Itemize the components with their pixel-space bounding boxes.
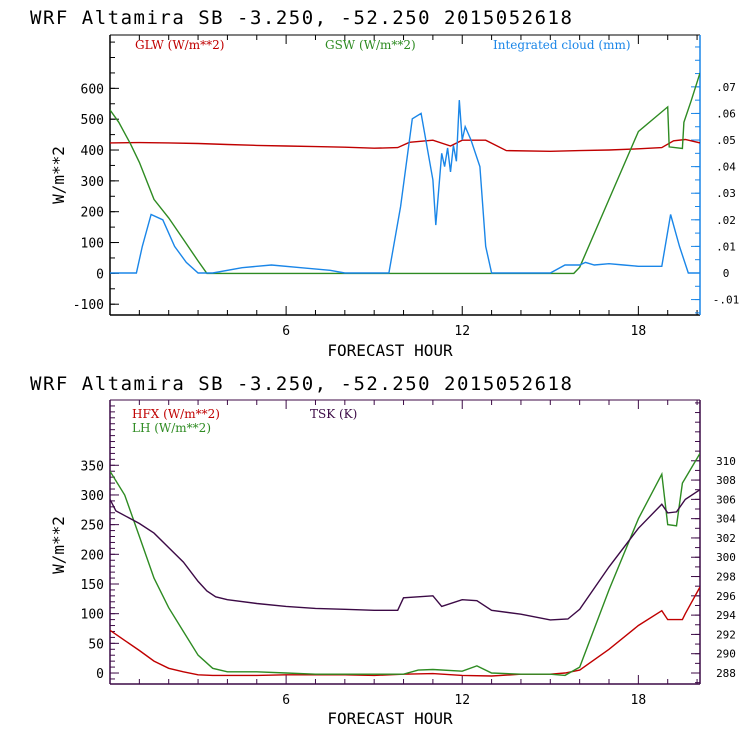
x-axis-label: FORECAST HOUR [327,341,453,360]
y2-tick-label: 294 [716,609,736,622]
panel-fluxes: WRF Altamira SB -3.250, -52.250 20150526… [30,373,736,728]
y2-tick-label: 304 [716,513,736,526]
series-line-hfx [110,586,700,677]
y2-tick-label: .02 [716,214,736,227]
y-tick-label: 0 [96,267,104,282]
y-tick-label: 300 [81,489,104,504]
series-line-glw [110,138,700,153]
y-tick-label: 500 [81,113,104,128]
y2-tick-label: 310 [716,455,736,468]
legend-tsk: TSK (K) [310,407,357,421]
legend-hfx: HFX (W/m**2) [132,407,220,421]
plot-area: 6 12 18 0 50 100 150 200 250 300 350 288 290 292 294 29… [81,399,736,708]
y2-tick-label: 0 [723,267,730,280]
panel-radiation: WRF Altamira SB -3.250, -52.250 20150526… [30,7,739,360]
x-axis-label: FORECAST HOUR [327,709,453,728]
y-tick-label: 600 [81,82,104,97]
y-tick-label: 200 [81,206,104,221]
y2-tick-label: 298 [716,571,736,584]
x-tick-label: 18 [631,693,647,708]
y-axis-label: W/m**2 [49,516,68,574]
legend-glw: GLW (W/m**2) [135,38,224,52]
y-tick-label: 100 [81,608,104,623]
y2-tick-label: .04 [716,161,736,174]
y2-tick-label: 308 [716,474,736,487]
y-tick-label: 100 [81,237,104,252]
y2-tick-label: .01 [716,240,736,253]
chart-title: WRF Altamira SB -3.250, -52.250 20150526… [30,373,573,395]
y-tick-label: 350 [81,459,104,474]
y2-tick-label: 288 [716,667,736,680]
y2-tick-label: 292 [716,628,736,641]
x-tick-label: 6 [282,693,290,708]
series-line-gsw [110,72,700,275]
y-tick-label: 150 [81,578,104,593]
y-tick-label: 0 [96,667,104,682]
y2-tick-label: 290 [716,648,736,661]
plot-area: 6 12 18 -100 0 100 200 300 400 500 600 -.01 0 .01 .02.… [73,34,740,339]
y2-tick-label: .07 [716,81,736,94]
y2-tick-label: .06 [716,107,736,120]
y-tick-label: 250 [81,519,104,534]
y2-tick-label: 296 [716,590,736,603]
y2-tick-label: 300 [716,551,736,564]
y-tick-label: 50 [88,637,104,652]
legend-integrated-cloud: Integrated cloud (mm) [493,38,631,52]
y-tick-label: 400 [81,144,104,159]
x-tick-label: 12 [454,324,470,339]
chart-title: WRF Altamira SB -3.250, -52.250 20150526… [30,7,573,29]
legend-gsw: GSW (W/m**2) [325,38,416,52]
y2-tick-label: .05 [716,134,736,147]
y2-tick-label: .03 [716,187,736,200]
y-tick-label: 200 [81,548,104,563]
y2-tick-label: 306 [716,493,736,506]
series-line-tsk [110,489,700,621]
x-tick-label: 12 [454,693,470,708]
y-axis-label: W/m**2 [49,146,68,204]
series-line-integrated [110,100,700,274]
y-tick-label: 300 [81,175,104,190]
y2-tick-label: 302 [716,532,736,545]
legend-lh: LH (W/m**2) [132,421,211,435]
series-line-lh [110,453,700,677]
y2-tick-label: -.01 [713,294,740,307]
x-tick-label: 18 [631,324,647,339]
x-tick-label: 6 [282,324,290,339]
y-tick-label: -100 [73,298,104,313]
